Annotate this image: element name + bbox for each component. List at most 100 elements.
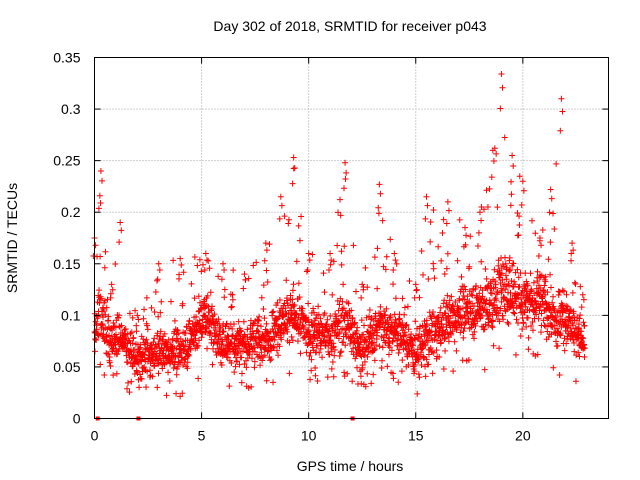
data-point: [112, 324, 119, 331]
data-point: [315, 311, 322, 318]
data-point: [461, 283, 468, 290]
data-point: [485, 322, 492, 329]
data-point: [314, 377, 321, 384]
data-point: [485, 319, 492, 326]
data-point: [258, 323, 265, 330]
data-point: [175, 338, 182, 345]
data-point: [484, 204, 491, 211]
data-point: [272, 322, 279, 329]
data-point: [238, 328, 245, 335]
data-point: [308, 356, 315, 363]
data-point: [173, 371, 180, 378]
data-point: [381, 312, 388, 319]
data-point: [356, 341, 363, 348]
data-point: [105, 313, 112, 320]
data-point: [489, 324, 496, 331]
data-point: [102, 311, 109, 318]
y-tick-label: 0.1: [61, 307, 81, 323]
data-point: [454, 257, 461, 264]
data-point: [192, 335, 199, 342]
data-point: [229, 325, 236, 332]
data-point: [340, 281, 347, 288]
data-point: [138, 357, 145, 364]
data-point: [136, 384, 143, 391]
data-point: [422, 373, 429, 380]
data-point: [400, 333, 407, 340]
data-point: [140, 351, 147, 358]
data-point: [445, 338, 452, 345]
data-point: [336, 318, 343, 325]
data-point: [503, 276, 510, 283]
data-point: [457, 329, 464, 336]
data-point: [262, 344, 269, 351]
data-point: [228, 359, 235, 366]
data-point: [263, 377, 270, 384]
data-point: [430, 260, 437, 267]
data-point: [399, 357, 406, 364]
data-point: [444, 292, 451, 299]
data-point: [257, 362, 264, 369]
data-point: [143, 384, 150, 391]
x-tick-label: 10: [301, 428, 317, 444]
data-point: [306, 353, 313, 360]
data-point: [493, 297, 500, 304]
data-point: [151, 335, 158, 342]
data-point: [444, 250, 451, 257]
data-point: [228, 304, 235, 311]
data-point: [410, 342, 417, 349]
data-point: [337, 196, 344, 203]
data-point: [368, 380, 375, 387]
data-point: [321, 333, 328, 340]
data-point: [507, 289, 514, 296]
data-point: [192, 322, 199, 329]
data-point: [443, 265, 450, 272]
data-point: [211, 311, 218, 318]
data-point: [441, 270, 448, 277]
data-point: [456, 216, 463, 223]
data-point: [398, 368, 405, 375]
data-point: [430, 206, 437, 213]
data-point: [251, 320, 258, 327]
data-point: [484, 285, 491, 292]
data-point: [140, 315, 147, 322]
data-point: [300, 324, 307, 331]
data-point: [434, 314, 441, 321]
data-point: [250, 330, 257, 337]
data-point: [446, 297, 453, 304]
y-tick-label: 0.35: [53, 50, 80, 66]
data-point: [102, 248, 109, 255]
data-point: [427, 218, 434, 225]
y-tick-label: 0.15: [53, 256, 80, 272]
data-point: [427, 238, 434, 245]
data-point: [332, 326, 339, 333]
x-tick-label: 20: [515, 428, 531, 444]
data-point: [494, 289, 501, 296]
data-point: [179, 338, 186, 345]
data-point: [389, 338, 396, 345]
data-point: [128, 329, 135, 336]
data-point: [368, 340, 375, 347]
data-point: [371, 345, 378, 352]
data-point: [395, 379, 402, 386]
data-point: [447, 315, 454, 322]
data-point: [383, 253, 390, 260]
data-point: [166, 378, 173, 385]
data-point: [325, 328, 332, 335]
data-point: [434, 319, 441, 326]
data-point: [171, 317, 178, 324]
data-point: [198, 268, 205, 275]
data-point: [501, 134, 508, 141]
data-point: [390, 335, 397, 342]
data-point: [500, 293, 507, 300]
data-point: [341, 243, 348, 250]
data-point: [94, 313, 101, 320]
data-point: [233, 358, 240, 365]
data-point: [204, 292, 211, 299]
data-point: [191, 295, 198, 302]
data-point: [294, 320, 301, 327]
data-point: [374, 245, 381, 252]
data-point: [204, 314, 211, 321]
data-point: [476, 290, 483, 297]
data-point: [285, 302, 292, 309]
data-point: [214, 340, 221, 347]
